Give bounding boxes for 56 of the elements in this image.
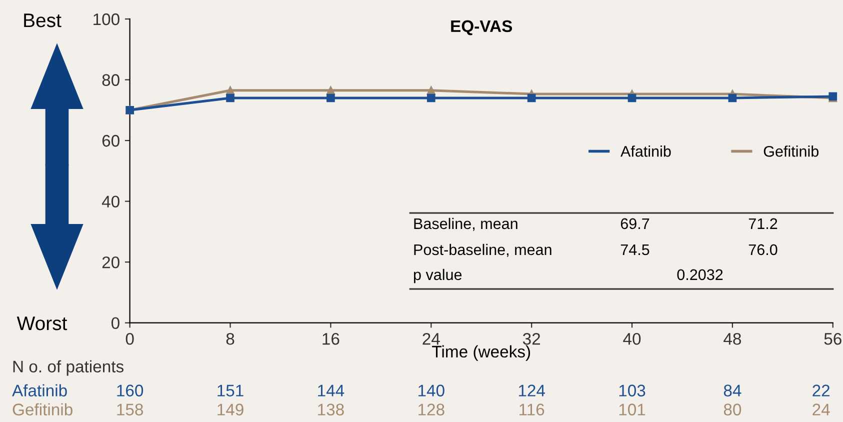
- text: 138: [318, 404, 344, 416]
- text: 101: [619, 404, 646, 416]
- point: [326, 94, 335, 102]
- text: 80: [724, 404, 742, 416]
- y-tick-label: 80: [102, 74, 120, 86]
- x-axis-title: Time (weeks): [432, 345, 530, 361]
- y-tick-label: 40: [102, 196, 120, 208]
- point: [326, 86, 335, 95]
- text: Afatinib: [12, 384, 67, 396]
- text: 128: [418, 404, 444, 416]
- y-tick-label: 0: [111, 317, 120, 330]
- annotation: p value: [414, 268, 462, 284]
- y-tick-label: 60: [102, 134, 120, 147]
- annotation: Post-baseline, mean: [414, 244, 552, 257]
- annotation: 0.2032: [677, 269, 723, 280]
- text: 160: [117, 384, 144, 396]
- point: [527, 94, 536, 102]
- text: 140: [418, 384, 444, 396]
- x-tick-label: 40: [623, 332, 641, 345]
- point: [628, 94, 636, 102]
- text: 151: [218, 384, 244, 396]
- legend-label: Afatinib: [620, 146, 671, 157]
- y-tick-label: 20: [102, 256, 120, 268]
- annotation: 69.7: [620, 218, 650, 230]
- text: Best: [24, 14, 62, 28]
- x-tick-label: 32: [522, 332, 540, 345]
- annotation: Baseline, mean: [414, 218, 518, 231]
- text: 103: [619, 384, 646, 396]
- point: [426, 94, 436, 102]
- chart-title: EQ-VAS: [451, 20, 512, 36]
- y-tick-label: 100: [94, 13, 120, 26]
- x-tick-label: 8: [226, 332, 234, 345]
- text: 84: [724, 384, 742, 396]
- point: [426, 86, 436, 95]
- text: 22: [812, 384, 830, 396]
- text: 144: [318, 384, 344, 396]
- text: N o. of patients: [13, 360, 124, 376]
- point: [226, 86, 234, 95]
- annotation: 76.0: [748, 244, 778, 256]
- legend-label: Gefitinib: [764, 146, 818, 157]
- x-tick-label: 0: [126, 332, 134, 345]
- text: 24: [812, 404, 830, 416]
- text: Worst: [16, 316, 68, 330]
- text: Gefitinib: [12, 403, 72, 416]
- text: 124: [518, 384, 545, 396]
- x-tick-label: 16: [322, 332, 340, 345]
- x-tick-label: 48: [724, 332, 741, 345]
- annotation: 71.2: [748, 218, 778, 229]
- text: 116: [520, 404, 544, 416]
- x-tick-label: 56: [824, 332, 842, 345]
- annotation: 74.5: [620, 244, 650, 256]
- point: [728, 94, 737, 102]
- point: [226, 94, 234, 102]
- text: 158: [117, 404, 143, 416]
- text: 149: [218, 404, 244, 416]
- x-tick-label: 24: [422, 332, 440, 345]
